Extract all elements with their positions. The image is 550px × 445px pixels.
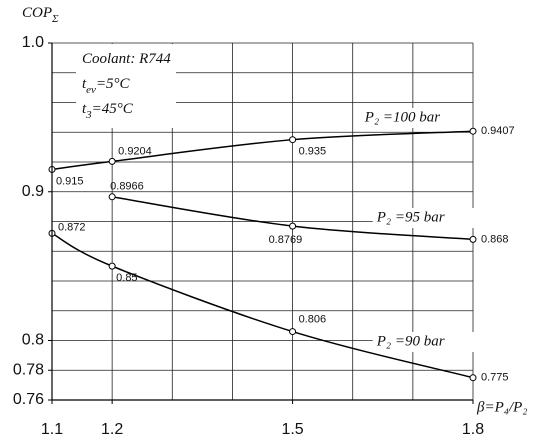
legend-bg <box>372 332 475 352</box>
value-label: 0.806 <box>299 313 327 325</box>
subscript: Σ <box>51 13 59 25</box>
value-label: 0.868 <box>481 233 509 245</box>
point <box>469 374 477 382</box>
x-tick-label: 1.1 <box>41 421 63 438</box>
subscript: ev <box>86 84 96 96</box>
x-tick-label: 1.8 <box>462 421 484 438</box>
annotation: Coolant: R744 <box>82 51 171 67</box>
series-label: P₂ =95 bar <box>376 209 445 225</box>
value-label: 0.9407 <box>481 125 515 137</box>
text-part: t <box>82 101 87 117</box>
value-label: 0.935 <box>299 146 327 158</box>
text-part: Coolant: R744 <box>82 51 171 67</box>
value-label: 0.8769 <box>269 234 303 246</box>
text-part: =5°C <box>96 76 131 92</box>
x-tick-label: 1.5 <box>281 421 303 438</box>
y-tick-label: 1.0 <box>22 34 44 51</box>
value-label: 0.915 <box>56 175 84 187</box>
value-label: 0.8966 <box>110 181 144 193</box>
grid <box>51 42 474 401</box>
series-label: P₂ =100 bar <box>364 109 440 125</box>
y-tick-label: 0.76 <box>13 391 44 408</box>
series-line <box>51 130 474 171</box>
point <box>108 262 116 270</box>
point <box>469 235 477 243</box>
y-tick-label: 0.9 <box>22 183 44 200</box>
value-label: 0.775 <box>481 372 509 384</box>
point <box>289 136 297 144</box>
point <box>289 328 297 336</box>
text-part: t <box>82 76 87 92</box>
y-tick-label: 0.78 <box>13 361 44 378</box>
annotation-box <box>76 44 176 128</box>
text-part: =45°C <box>92 101 134 117</box>
point <box>289 222 297 230</box>
point <box>469 127 477 135</box>
value-label: 0.872 <box>58 221 86 233</box>
y-tick-label: 0.8 <box>22 332 44 349</box>
plot: 0.915 0.9204 0.935 0.9407 P₂ =100 bar 0.8966 0… <box>48 108 515 384</box>
x-axis-label: β=P₄/P₂ <box>476 399 528 415</box>
series-label: P₂ =90 bar <box>376 333 445 349</box>
subscript: 3 <box>85 109 92 121</box>
text-part: COP <box>22 5 52 21</box>
point <box>108 193 116 201</box>
value-label: 0.85 <box>116 272 137 284</box>
series-line <box>51 232 474 379</box>
value-label: 0.9204 <box>118 145 152 157</box>
annotation: t3=45°C <box>82 101 134 120</box>
x-tick-label: 1.2 <box>101 421 123 438</box>
legend-bg <box>360 108 463 128</box>
y-axis-label: COPΣ <box>22 5 59 24</box>
point <box>108 157 116 165</box>
annotation: tev=5°C <box>82 76 131 95</box>
legend-bg <box>372 208 475 228</box>
